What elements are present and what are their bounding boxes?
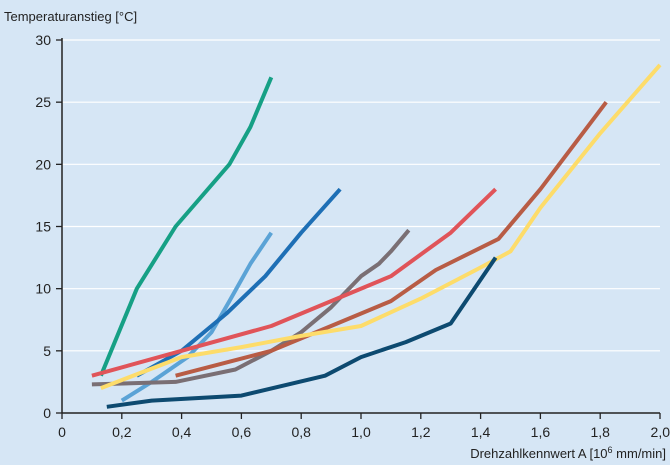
series-line-5 bbox=[91, 187, 497, 378]
x-tick-label-9: 1,8 bbox=[590, 424, 610, 440]
x-tick-label-3: 0,6 bbox=[232, 424, 252, 440]
series-line-1 bbox=[99, 76, 274, 377]
y-tick-label-5: 25 bbox=[35, 94, 51, 110]
series-line-8 bbox=[106, 256, 498, 409]
y-tick-label-0: 0 bbox=[43, 405, 51, 421]
series-line-3 bbox=[135, 187, 342, 378]
y-axis-title: Temperaturanstieg [°C] bbox=[4, 9, 137, 24]
series-line-4 bbox=[91, 228, 411, 387]
x-tick-label-7: 1,4 bbox=[471, 424, 491, 440]
y-tick-label-1: 5 bbox=[43, 343, 51, 359]
x-tick-label-5: 1,0 bbox=[351, 424, 371, 440]
series-line-7 bbox=[100, 63, 662, 390]
grid-lines bbox=[62, 39, 660, 352]
x-axis-title-suffix: mm/min] bbox=[613, 446, 666, 461]
x-tick-label-6: 1,2 bbox=[411, 424, 431, 440]
tick-labels: 0 5 10 15 20 25 30 0 0,2 0,4 0,6 0,8 1,0 1,2 1,4 1,6 1,8… bbox=[35, 32, 670, 440]
x-axis-title: Drehzahlkennwert A [106 mm/min] bbox=[470, 445, 666, 461]
y-tick-label-2: 10 bbox=[35, 281, 51, 297]
x-axis-title-prefix: Drehzahlkennwert A [10 bbox=[470, 446, 607, 461]
x-axis-title-exponent: 6 bbox=[608, 445, 613, 455]
x-tick-label-2: 0,4 bbox=[172, 424, 192, 440]
x-tick-label-0: 0 bbox=[58, 424, 66, 440]
x-tick-label-10: 2,0 bbox=[651, 424, 670, 440]
series-line-2 bbox=[120, 231, 273, 403]
x-tick-label-8: 1,6 bbox=[531, 424, 551, 440]
y-tick-label-6: 30 bbox=[35, 32, 51, 48]
y-tick-label-3: 15 bbox=[35, 219, 51, 235]
series-line-6 bbox=[175, 100, 608, 378]
x-tick-label-1: 0,2 bbox=[112, 424, 132, 440]
axes bbox=[56, 38, 661, 419]
y-tick-label-4: 20 bbox=[35, 156, 51, 172]
series-lines bbox=[91, 63, 662, 409]
x-tick-label-4: 0,8 bbox=[291, 424, 311, 440]
